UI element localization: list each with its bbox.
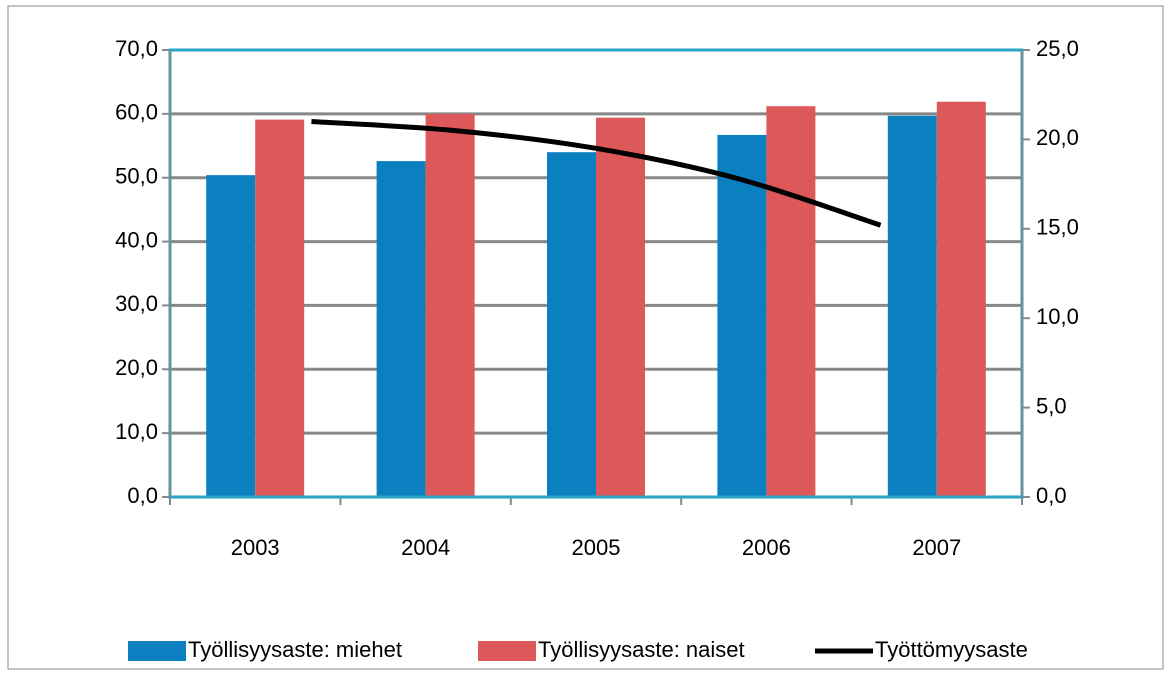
bar bbox=[887, 115, 937, 497]
legend-swatch bbox=[478, 641, 536, 661]
y-tick-label: 40,0 bbox=[115, 227, 158, 252]
y-tick-label: 0,0 bbox=[127, 483, 158, 508]
y-tick-label: 70,0 bbox=[115, 36, 158, 61]
y2-tick-label: 15,0 bbox=[1036, 215, 1079, 240]
legend-swatch bbox=[128, 641, 186, 661]
y-tick-label: 50,0 bbox=[115, 164, 158, 189]
bar bbox=[376, 161, 426, 497]
line bbox=[311, 119, 882, 228]
bar bbox=[717, 134, 767, 497]
legend-label: Työllisyysaste: naiset bbox=[538, 637, 745, 662]
y-tick-label: 30,0 bbox=[115, 291, 158, 316]
bar bbox=[425, 113, 475, 497]
y2-tick-label: 25,0 bbox=[1036, 36, 1079, 61]
x-tick-label: 2003 bbox=[231, 535, 280, 560]
bar bbox=[936, 101, 986, 497]
legend-label: Työllisyysaste: miehet bbox=[188, 637, 402, 662]
x-tick-label: 2007 bbox=[912, 535, 961, 560]
y-tick-label: 20,0 bbox=[115, 355, 158, 380]
x-tick-label: 2005 bbox=[572, 535, 621, 560]
y2-tick-label: 0,0 bbox=[1036, 483, 1067, 508]
bar bbox=[596, 117, 645, 497]
x-tick-label: 2006 bbox=[742, 535, 791, 560]
bar bbox=[547, 152, 596, 497]
bar bbox=[206, 175, 256, 497]
y-tick-label: 60,0 bbox=[115, 100, 158, 125]
bar bbox=[255, 119, 305, 498]
y-tick-label: 10,0 bbox=[115, 419, 158, 444]
y2-tick-label: 10,0 bbox=[1036, 304, 1079, 329]
x-tick-label: 2004 bbox=[401, 535, 450, 560]
legend-label: Työttömyysaste bbox=[875, 637, 1028, 662]
y2-tick-label: 20,0 bbox=[1036, 125, 1079, 150]
bar bbox=[766, 106, 816, 498]
y2-tick-label: 5,0 bbox=[1036, 393, 1067, 418]
